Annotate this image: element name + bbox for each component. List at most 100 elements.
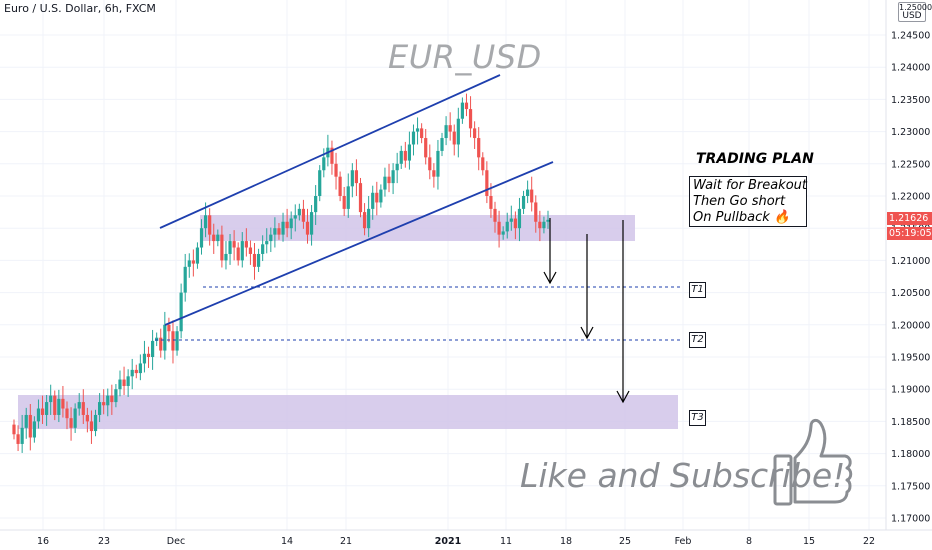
candle-body xyxy=(73,408,77,428)
price-tick-label: 1.21000 xyxy=(891,256,930,267)
candle-body xyxy=(493,208,497,222)
candle-body xyxy=(110,395,114,403)
time-tick-label: 22 xyxy=(863,536,875,547)
candle-body xyxy=(28,414,32,438)
candle-body xyxy=(358,183,363,213)
candle-body xyxy=(118,379,122,390)
candle-body xyxy=(342,196,346,209)
candle-body xyxy=(69,418,73,428)
target-label-t2[interactable]: T2 xyxy=(689,332,706,348)
candle-body xyxy=(424,138,428,158)
candle-body xyxy=(436,150,440,177)
candle-body xyxy=(501,231,505,235)
candle-body xyxy=(81,402,85,415)
candle-body xyxy=(150,340,155,357)
candle-body xyxy=(224,253,228,261)
candle-body xyxy=(293,215,297,219)
price-tick-label: 1.24500 xyxy=(891,31,930,42)
candle-body xyxy=(106,395,110,406)
price-axis[interactable]: 1.24500 1.24000 1.23500 1.23000 1.22500 1.220… xyxy=(891,31,930,525)
candle-body xyxy=(432,170,436,177)
candle-body xyxy=(403,150,407,161)
arrow-to-t2[interactable] xyxy=(580,234,594,340)
candle-body xyxy=(240,241,244,261)
candle-body xyxy=(244,241,248,248)
candle-body xyxy=(314,196,318,213)
candle-body xyxy=(40,408,45,415)
price-tick-label: 1.17000 xyxy=(891,514,930,525)
channel-lower-line[interactable] xyxy=(164,161,554,326)
candle-body xyxy=(155,337,159,341)
candle-body xyxy=(102,402,106,406)
trading-plan-title[interactable]: TRADING PLAN xyxy=(696,151,814,167)
candle-body xyxy=(77,402,81,409)
candle-body xyxy=(228,241,232,254)
candle-body xyxy=(93,414,98,432)
candle-body xyxy=(159,337,163,351)
candle-body xyxy=(411,131,416,145)
price-tick-label: 1.17500 xyxy=(891,481,930,492)
candle-body xyxy=(464,102,469,110)
candle-body xyxy=(346,186,350,209)
candle-body xyxy=(195,247,200,264)
candle-body xyxy=(175,331,179,351)
support-zone[interactable] xyxy=(18,395,678,429)
price-tick-label: 1.24000 xyxy=(891,63,930,74)
candle-body xyxy=(452,131,456,145)
candle-body xyxy=(444,125,448,139)
candle-body xyxy=(534,202,538,222)
time-tick-label: 23 xyxy=(98,536,110,547)
candle-body xyxy=(57,398,61,415)
candle-body xyxy=(269,234,273,242)
trading-plan-box[interactable]: Wait for Breakout Then Go short On Pullb… xyxy=(689,176,807,227)
candle-body xyxy=(489,196,493,209)
channel-upper-line[interactable] xyxy=(159,74,501,229)
candle-body xyxy=(61,398,65,409)
candle-body xyxy=(448,125,452,132)
candle-body xyxy=(318,170,322,196)
candle-body xyxy=(330,147,334,164)
candle-body xyxy=(126,376,130,386)
target-label-t3[interactable]: T3 xyxy=(689,410,706,426)
candle-body xyxy=(220,234,224,261)
candle-body xyxy=(485,170,489,196)
candle-body xyxy=(546,219,550,222)
candlestick-series xyxy=(12,93,550,453)
price-tick-label: 1.18500 xyxy=(891,417,930,428)
candle-body xyxy=(305,221,310,235)
time-tick-label: Feb xyxy=(675,536,692,547)
candle-body xyxy=(142,353,147,364)
chart-grid xyxy=(0,0,886,530)
candle-body xyxy=(362,212,367,229)
candle-body xyxy=(130,369,134,377)
candle-body xyxy=(420,128,424,139)
candle-body xyxy=(199,228,204,248)
candle-body xyxy=(530,189,534,203)
chart-title[interactable]: EUR_USD xyxy=(388,38,542,76)
candle-body xyxy=(85,414,89,422)
plan-line-1: Wait for Breakout xyxy=(693,178,808,193)
time-tick-label: 11 xyxy=(500,536,512,547)
candle-body xyxy=(146,353,151,357)
candle-body xyxy=(191,260,195,264)
time-tick-label: 18 xyxy=(560,536,572,547)
arrow-to-t3[interactable] xyxy=(616,220,630,404)
symbol-title[interactable]: Euro / U.S. Dollar, 6h, FXCM xyxy=(4,2,156,15)
candle-body xyxy=(273,228,277,235)
currency-label[interactable]: 1.25000 USD xyxy=(898,2,932,22)
candle-body xyxy=(256,253,261,267)
candle-body xyxy=(114,389,118,403)
call-to-action-text[interactable]: Like and Subscribe! xyxy=(520,456,846,495)
target-label-t1[interactable]: T1 xyxy=(689,282,706,298)
arrow-to-t1[interactable] xyxy=(543,218,557,285)
candle-body xyxy=(187,260,191,267)
time-tick-label: Dec xyxy=(167,536,185,547)
candle-body xyxy=(375,192,379,203)
plan-line-3: On Pullback 🔥 xyxy=(693,210,791,225)
candle-body xyxy=(407,144,412,161)
price-tick-label: 1.23000 xyxy=(891,127,930,138)
candle-body xyxy=(179,292,183,332)
time-axis[interactable]: 16 23 Dec 14 21 2021 11 18 25 Feb 8 15 22 xyxy=(37,536,875,547)
price-tick-label: 1.22500 xyxy=(891,159,930,170)
